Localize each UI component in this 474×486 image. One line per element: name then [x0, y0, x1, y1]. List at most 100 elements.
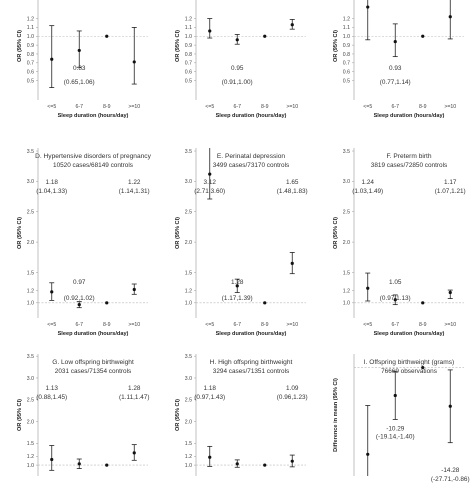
- x-tick-label: 6-7: [234, 104, 242, 110]
- annotation-or: 1.65: [286, 179, 299, 186]
- x-tick-label: 6-7: [392, 104, 400, 110]
- y-tick-label: 1.5: [27, 270, 34, 276]
- chart-panel-i: I. Offspring birthweight (grams) 76669 ob…: [316, 346, 474, 486]
- y-tick-label: 0.8: [343, 52, 350, 58]
- y-tick-label: 1.2: [185, 288, 192, 294]
- chart-panel-f: F. Preterm birth 3819 cases/72850 control…: [316, 140, 474, 337]
- chart-title: H. High offspring birthweight: [210, 359, 293, 366]
- y-tick-label: 3.5: [185, 354, 192, 360]
- y-tick-label: 0.6: [185, 69, 192, 75]
- y-axis-label: OR (95% CI): [17, 399, 23, 431]
- annotation-ci: (0.91,1.00): [222, 79, 253, 86]
- y-tick-label: 3.0: [185, 179, 192, 185]
- annotation-ci: (1.07,1.21): [435, 188, 466, 195]
- y-tick-label: 1.2: [27, 288, 34, 294]
- point-estimate: [393, 298, 397, 302]
- x-axis-label: Sleep duration (hours/day): [216, 331, 287, 337]
- chart-subtitle: 2031 cases/71354 controls: [55, 368, 131, 375]
- chart-subtitle: 10520 cases/68149 controls: [53, 162, 133, 169]
- point-estimate: [132, 287, 136, 292]
- annotation-ci: (-19.14,-1.40): [376, 433, 415, 440]
- chart-panel-h: H. High offspring birthweight 3294 cases/…: [158, 346, 316, 486]
- chart-title: F. Preterm birth: [386, 153, 431, 160]
- x-axis-label: Sleep duration (hours/day): [58, 331, 129, 337]
- point-estimate: [105, 463, 109, 467]
- annotation-or: 1.05: [389, 279, 402, 286]
- chart-svg: D. Hypertensive disorders of pregnancy 10…: [17, 148, 152, 337]
- x-axis-label: Sleep duration (hours/day): [374, 331, 445, 337]
- chart-panel-g: G. Low offspring birthweight 2031 cases/7…: [0, 346, 158, 486]
- y-tick-label: 0.8: [27, 52, 34, 58]
- point-estimate: [105, 301, 109, 305]
- y-tick-label: 1.2: [27, 16, 34, 22]
- point-estimate: [263, 463, 267, 467]
- point-estimate: [448, 15, 452, 19]
- y-tick-label: 2.5: [27, 398, 34, 404]
- annotation-ci: (0.97,1.13): [380, 295, 411, 302]
- annotation-ci: (0.97,1.43): [194, 394, 225, 401]
- annotation-or: 1.09: [286, 385, 299, 392]
- chart-svg: G. Low offspring birthweight 2031 cases/7…: [17, 354, 149, 476]
- chart-panel-c: 0.5 0.6 0.7 0.8 0.9 1.0 1.1 1.2 OR (95% CI) <=5 6-…: [316, 0, 474, 126]
- annotation-ci: (1.48,1.83): [277, 188, 308, 195]
- chart-subtitle: 3819 cases/72850 controls: [371, 162, 447, 169]
- y-tick-label: 2.5: [185, 398, 192, 404]
- y-tick-label: 0.7: [27, 61, 34, 67]
- point-estimate: [421, 34, 425, 38]
- y-tick-label: 1.2: [343, 288, 350, 294]
- chart-title: E. Perinatal depression: [217, 153, 286, 160]
- y-axis-label: OR (95% CI): [333, 217, 339, 249]
- y-tick-label: 2.0: [185, 419, 192, 425]
- chart-title: G. Low offspring birthweight: [52, 359, 134, 366]
- point-estimate: [366, 286, 370, 290]
- x-axis-label: Sleep duration (hours/day): [216, 113, 287, 119]
- annotation-or: 1.28: [128, 385, 141, 392]
- y-tick-label: 2.5: [343, 210, 350, 216]
- point-estimate: [77, 48, 81, 53]
- y-axis-label: Difference in mean (95% CI): [333, 378, 339, 452]
- annotation-ci: (1.04,1.33): [36, 188, 67, 195]
- y-tick-label: 1.0: [185, 463, 192, 469]
- y-axis-label: OR (95% CI): [175, 217, 181, 249]
- annotation-ci: (2.71,3.60): [194, 188, 225, 195]
- y-tick-label: 2.0: [343, 240, 350, 246]
- annotation-ci: (1.11,1.47): [119, 394, 149, 401]
- y-axis-label: OR (95% CI): [175, 30, 181, 62]
- annotation-ci: (-27.71,-0.86): [431, 476, 470, 483]
- y-tick-label: 0.7: [343, 61, 350, 67]
- y-tick-label: 1.0: [185, 301, 192, 307]
- x-tick-label: <=5: [205, 104, 214, 110]
- x-tick-label: 6-7: [76, 322, 84, 328]
- annotation-or: 1.22: [128, 179, 141, 186]
- y-tick-label: 2.5: [185, 210, 192, 216]
- x-axis-label: Sleep duration (hours/day): [58, 113, 129, 119]
- point-estimate: [50, 290, 54, 294]
- y-tick-label: 1.0: [27, 463, 34, 469]
- annotation-or: 0.83: [73, 65, 86, 72]
- point-estimate: [421, 301, 425, 305]
- chart-panel-a: 0.5 0.6 0.7 0.8 0.9 1.0 1.1 1.2 OR (95% CI) <=5 6-…: [0, 0, 158, 126]
- y-tick-label: 0.7: [185, 61, 192, 67]
- point-estimate: [448, 404, 452, 408]
- y-axis-label: OR (95% CI): [175, 399, 181, 431]
- y-tick-label: 3.5: [27, 354, 34, 360]
- annotation-or: 0.97: [73, 279, 86, 286]
- chart-panel-b: 0.5 0.6 0.7 0.8 0.9 1.0 1.1 1.2 OR (95% CI) <=5 6-…: [158, 0, 316, 126]
- point-estimate: [448, 290, 452, 295]
- x-tick-label: 8-9: [103, 322, 111, 328]
- x-tick-label: 6-7: [76, 104, 84, 110]
- x-tick-label: 8-9: [419, 322, 427, 328]
- point-estimate: [290, 261, 294, 265]
- y-tick-label: 2.5: [27, 210, 34, 216]
- y-tick-label: 1.5: [185, 270, 192, 276]
- y-axis-label: OR (95% CI): [17, 30, 23, 62]
- annotation-or: 1.24: [362, 179, 375, 186]
- point-estimate: [105, 34, 109, 38]
- y-tick-label: 1.2: [185, 16, 192, 22]
- y-tick-label: 1.2: [185, 454, 192, 460]
- chart-svg: I. Offspring birthweight (grams) 76669 ob…: [333, 354, 470, 483]
- point-estimate: [235, 284, 239, 288]
- y-axis-label: OR (95% CI): [333, 30, 339, 62]
- chart-subtitle: 3294 cases/71351 controls: [213, 368, 289, 375]
